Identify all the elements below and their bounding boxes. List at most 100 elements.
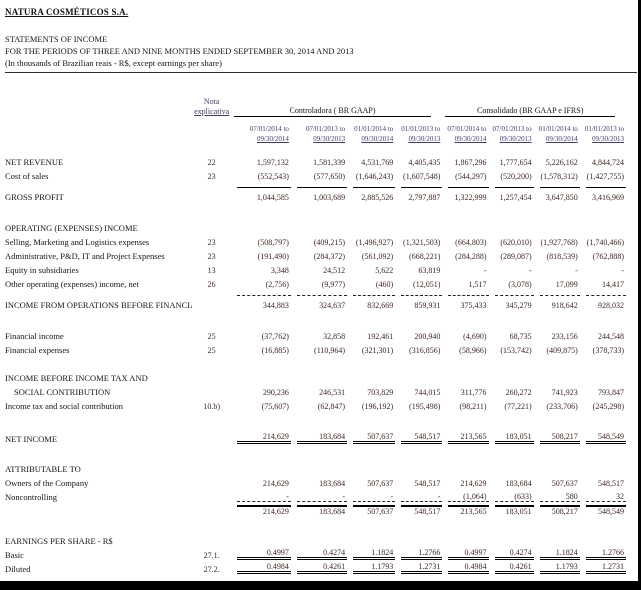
value-cell: 183,684 xyxy=(292,502,348,516)
note-reference: 26 xyxy=(207,280,216,289)
value-cell xyxy=(292,460,348,474)
value-cell: 0.4274 xyxy=(490,546,535,560)
value-cell: 214,629 xyxy=(443,474,489,488)
cell-value: (1,740,466) xyxy=(586,238,624,247)
period-header: 01/01/2014 to 09/30/2014 xyxy=(348,117,396,144)
value-cell xyxy=(535,219,581,233)
value-cell: 1,517 xyxy=(443,275,489,289)
value-cell: - xyxy=(581,261,627,275)
group-header-controladora-cell: Controladora ( BR GAAP) xyxy=(232,85,444,117)
value-cell: (544,297) xyxy=(443,167,489,181)
value-cell: 1.1824 xyxy=(535,546,581,560)
row-label: Equity in subsidiaries xyxy=(5,265,79,275)
header-divider xyxy=(5,72,637,73)
cell-value: 32,858 xyxy=(323,332,346,341)
value-cell: 744,015 xyxy=(396,383,443,397)
cell-value: 1,003,689 xyxy=(313,193,346,202)
column-rule xyxy=(443,289,489,296)
cell-value: (1,427,755) xyxy=(586,172,624,181)
value-cell: 63,819 xyxy=(396,261,443,275)
cell-value: (316,856) xyxy=(409,346,441,355)
group-header-controladora: Controladora ( BR GAAP) xyxy=(233,106,432,117)
cell-value: 793,847 xyxy=(598,388,624,397)
row-label: Owners of the Company xyxy=(5,478,89,488)
note-reference: 25 xyxy=(207,332,216,341)
note-reference xyxy=(192,369,232,383)
row-label: NET REVENUE xyxy=(5,157,64,167)
value-cell: (1,927,768) xyxy=(535,233,581,247)
row-label: Noncontrolling xyxy=(5,492,57,502)
value-cell: (98,211) xyxy=(443,397,489,411)
cell-value: 1.1824 xyxy=(353,548,396,560)
period-header: 01/01/2013 to 09/30/2013 xyxy=(396,117,443,144)
cell-value: (321,301) xyxy=(361,346,394,355)
value-cell: (409,215) xyxy=(292,233,348,247)
value-cell xyxy=(232,219,292,233)
value-cell: 183,051 xyxy=(490,430,535,444)
value-cell: 214,629 xyxy=(232,430,292,444)
value-cell xyxy=(443,369,489,383)
cell-value: 1,581,339 xyxy=(313,158,346,167)
cell-value: 183,684 xyxy=(296,432,348,444)
cell-value: (153,742) xyxy=(500,346,532,355)
value-cell: - xyxy=(348,488,396,502)
value-cell xyxy=(443,532,489,546)
value-cell: (1,578,312) xyxy=(535,167,581,181)
cell-value: 214,629 xyxy=(460,479,487,488)
note-reference: 22 xyxy=(207,158,216,167)
value-cell: 918,642 xyxy=(535,296,581,310)
value-cell: (664,803) xyxy=(443,233,489,247)
value-cell: 0.4274 xyxy=(292,546,348,560)
period-end: 09/30/2013 xyxy=(499,134,532,143)
value-cell: (191,490) xyxy=(232,247,292,261)
header-gap-row xyxy=(5,144,627,153)
row-label: INCOME BEFORE INCOME TAX AND xyxy=(5,373,148,383)
cell-value: 548,517 xyxy=(598,479,624,488)
value-cell: 580 xyxy=(535,488,581,502)
cell-value: - xyxy=(296,492,348,502)
cell-value: (620,010) xyxy=(500,238,532,247)
row-label: Financial expenses xyxy=(5,345,70,355)
value-cell: 703,829 xyxy=(348,383,396,397)
cell-value: 859,931 xyxy=(414,301,441,310)
cell-value: 213,565 xyxy=(448,505,489,516)
page-content: NATURA COSMÉTICOS S.A. STATEMENTS OF INC… xyxy=(5,7,637,574)
cell-value: (245,298) xyxy=(592,402,624,411)
cell-value: 17,099 xyxy=(555,280,578,289)
value-cell: 0.4984 xyxy=(232,560,292,574)
cell-value: (77,221) xyxy=(504,402,532,411)
note-reference: 25 xyxy=(207,346,216,355)
value-cell xyxy=(348,219,396,233)
cell-value: (233,706) xyxy=(546,402,578,411)
value-cell: (577,650) xyxy=(292,167,348,181)
cell-value: 183,684 xyxy=(296,505,348,516)
value-cell: (409,875) xyxy=(535,341,581,355)
column-rule xyxy=(348,289,396,296)
value-cell: 741,923 xyxy=(535,383,581,397)
value-cell: (196,192) xyxy=(348,397,396,411)
value-cell: 548,517 xyxy=(581,474,627,488)
value-cell: (284,372) xyxy=(292,247,348,261)
row-label: Administrative, P&D, IT and Project Expe… xyxy=(5,251,165,261)
cell-value: 213,565 xyxy=(448,432,489,444)
value-cell: 507,637 xyxy=(535,474,581,488)
value-cell xyxy=(396,369,443,383)
value-cell: 1,003,689 xyxy=(292,188,348,202)
cell-value: 507,637 xyxy=(353,505,396,516)
period-start: 01/01/2014 to xyxy=(538,125,578,133)
value-cell: (3,078) xyxy=(490,275,535,289)
value-cell xyxy=(581,532,627,546)
cell-value: (75,607) xyxy=(261,402,289,411)
table-row: INCOME BEFORE INCOME TAX AND xyxy=(5,369,627,383)
value-cell: 0.4261 xyxy=(490,560,535,574)
table-row: Equity in subsidiaries 13 3,348 24,512 5,622… xyxy=(5,261,627,275)
cell-value: 548,549 xyxy=(585,432,626,444)
value-cell xyxy=(490,460,535,474)
value-cell: (668,221) xyxy=(396,247,443,261)
value-cell: 0.4997 xyxy=(443,546,489,560)
rule-row xyxy=(5,181,627,188)
table-row: Selling, Marketing and Logistics expense… xyxy=(5,233,627,247)
column-rule xyxy=(348,181,396,188)
value-cell: (62,847) xyxy=(292,397,348,411)
table-row: Administrative, P&D, IT and Project Expe… xyxy=(5,247,627,261)
